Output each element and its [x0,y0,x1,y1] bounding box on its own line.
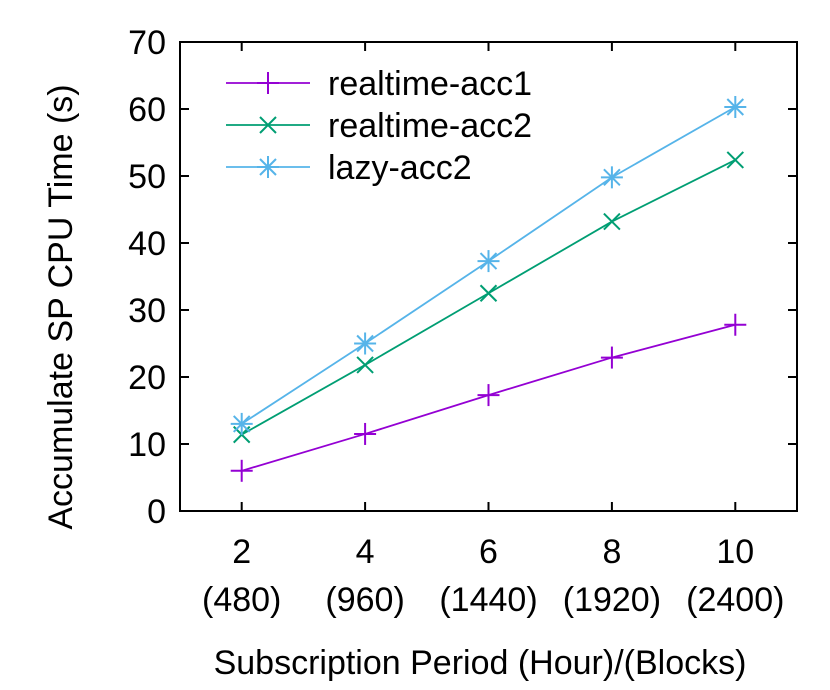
y-tick-label: 50 [128,158,166,196]
legend-entry: realtime-acc1 [226,65,532,103]
marker-stroke [479,284,498,302]
marker-stroke [232,415,251,433]
x-tick-sublabel: (1920) [563,581,661,619]
legend-entry: realtime-acc2 [226,107,532,145]
marker-stroke [479,252,498,270]
marker-stroke [603,168,621,187]
x-tick-sublabel: (480) [202,581,281,619]
legend-label: realtime-acc1 [328,65,532,103]
data-point [477,384,500,407]
marker-stroke [259,158,277,176]
x-tick-sublabel: (2400) [686,581,784,619]
series-lazy-acc2 [230,95,747,435]
x-tick-label: 6 [479,533,498,571]
legend-marker [257,72,279,94]
x-axis-title: Subscription Period (Hour)/(Blocks) [214,644,747,682]
data-point [479,284,498,302]
legend-label: realtime-acc2 [328,107,532,145]
y-tick-label: 70 [128,24,166,62]
data-point [356,356,374,374]
series-realtime-acc2 [232,151,745,444]
legend-marker [257,156,279,178]
marker-stroke [356,356,374,374]
data-point [354,422,377,445]
axes: 0 10 20 30 40 50 60 70 2 (480) 4 (960) 6 (1440) 8 (1920… [128,24,798,619]
x-tick-label: 10 [716,533,754,571]
x-tick-label: 8 [602,533,621,571]
marker-stroke [259,116,277,134]
legend: realtime-acc1 realtime-acc2 lazy-acc2 [226,65,532,187]
legend-label: lazy-acc2 [328,149,472,187]
x-tick-label: 2 [232,533,251,571]
data-point [724,95,747,118]
x-tick-sublabel: (960) [325,581,404,619]
x-tick-label: 4 [356,533,375,571]
legend-marker [259,116,277,134]
data-point [600,166,623,189]
series-realtime-acc1 [230,313,747,482]
y-tick-label: 60 [128,91,166,129]
y-tick-label: 30 [128,292,166,330]
marker-stroke [603,212,621,231]
data-point [230,459,253,482]
data-point [603,212,621,231]
marker-stroke [726,98,745,116]
data-point [600,346,623,369]
series-layer [230,95,747,482]
data-point [726,151,745,169]
y-tick-label: 0 [147,493,166,531]
data-point [477,250,500,273]
marker-stroke [356,334,374,353]
y-tick-label: 20 [128,359,166,397]
data-point [724,313,747,336]
y-tick-label: 10 [128,426,166,464]
legend-entry: lazy-acc2 [226,149,472,187]
marker-stroke [726,151,745,169]
data-point [230,412,253,435]
x-tick-sublabel: (1440) [439,581,537,619]
y-axis-title: Accumulate SP CPU Time (s) [42,84,80,529]
data-point [354,332,377,355]
y-tick-label: 40 [128,225,166,263]
